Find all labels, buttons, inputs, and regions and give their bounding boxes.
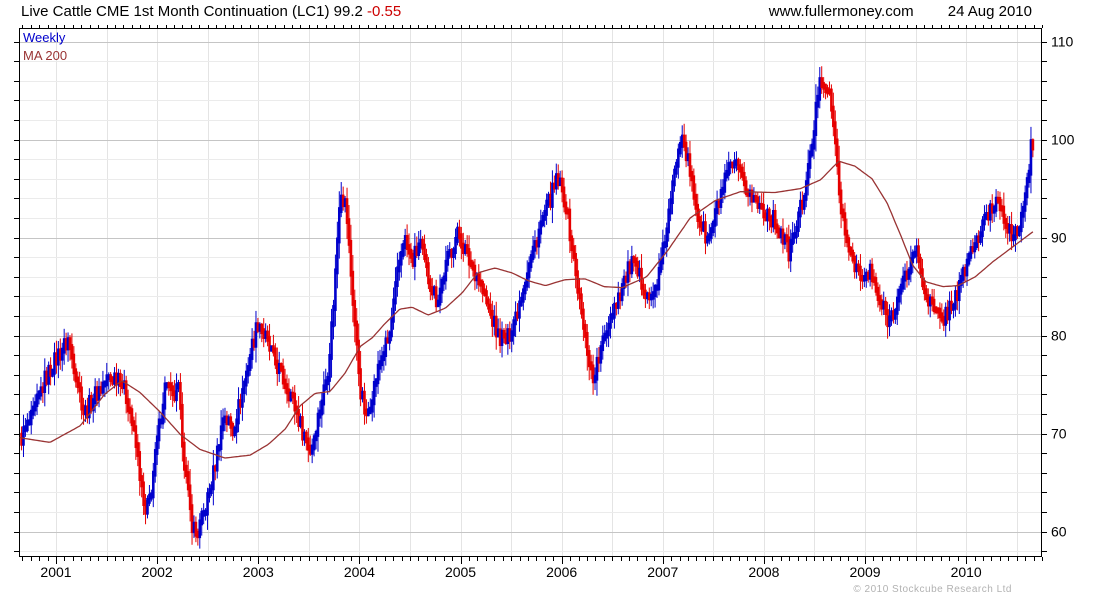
x-axis-year-labels: 2001 2002 2003 2004 2005 2006 2007 2008 2009 2010 bbox=[40, 564, 982, 580]
svg-text:60: 60 bbox=[1051, 524, 1067, 540]
header-website: www.fullermoney.com bbox=[768, 3, 914, 20]
svg-text:90: 90 bbox=[1051, 230, 1067, 246]
svg-text:2005: 2005 bbox=[445, 564, 476, 580]
svg-text:2001: 2001 bbox=[40, 564, 71, 580]
legend-weekly-label: Weekly bbox=[23, 30, 66, 45]
legend-ma-label: MA 200 bbox=[23, 48, 68, 63]
copyright-notice: © 2010 Stockcube Research Ltd bbox=[853, 584, 1012, 595]
svg-text:2010: 2010 bbox=[951, 564, 982, 580]
svg-text:2006: 2006 bbox=[546, 564, 577, 580]
horizontal-gridlines bbox=[19, 42, 1042, 552]
header-date: 24 Aug 2010 bbox=[947, 3, 1032, 20]
chart-header: Live Cattle CME 1st Month Continuation (… bbox=[21, 3, 1032, 23]
svg-text:2007: 2007 bbox=[647, 564, 678, 580]
svg-text:100: 100 bbox=[1051, 132, 1075, 148]
svg-text:2002: 2002 bbox=[142, 564, 173, 580]
vertical-gridlines bbox=[56, 28, 1018, 557]
svg-text:2009: 2009 bbox=[849, 564, 880, 580]
svg-text:2008: 2008 bbox=[748, 564, 779, 580]
price-change: -0.55 bbox=[367, 3, 402, 20]
header-right: www.fullermoney.com 24 Aug 2010 bbox=[769, 3, 1032, 20]
plot-border bbox=[19, 28, 1042, 557]
chart-title: Live Cattle CME 1st Month Continuation (… bbox=[21, 3, 368, 20]
y-axis-labels: 60 70 80 90 100 110 bbox=[1051, 34, 1075, 540]
chart-legend: Weekly MA 200 bbox=[23, 29, 67, 65]
axis-ticks bbox=[14, 25, 1047, 564]
svg-text:2004: 2004 bbox=[344, 564, 375, 580]
weekly-price-bars bbox=[20, 66, 1035, 549]
ma-200-line bbox=[19, 160, 1034, 459]
svg-text:80: 80 bbox=[1051, 328, 1067, 344]
svg-text:2003: 2003 bbox=[243, 564, 274, 580]
svg-text:70: 70 bbox=[1051, 426, 1067, 442]
svg-text:110: 110 bbox=[1051, 34, 1074, 50]
